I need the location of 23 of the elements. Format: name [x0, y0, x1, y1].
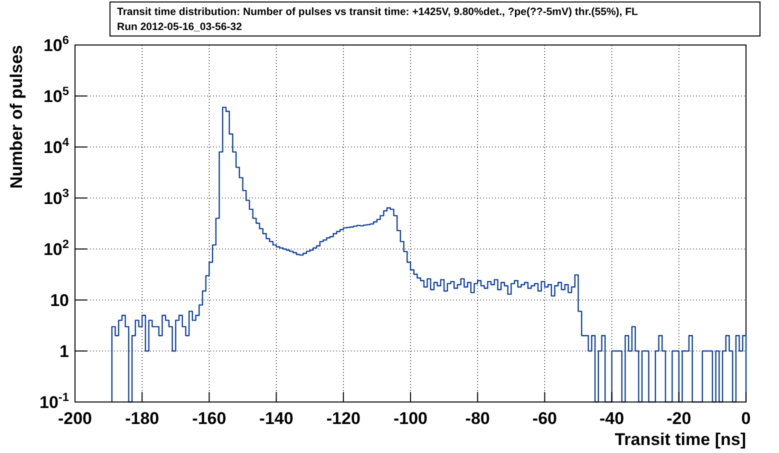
x-tick-label: -20 — [666, 409, 692, 428]
x-tick-label: -160 — [192, 409, 226, 428]
y-tick-label: 10$^{6}$ — [43, 33, 70, 55]
x-axis-title: Transit time [ns] — [614, 430, 746, 449]
y-tick-label: 10$^{-1}$ — [40, 390, 70, 412]
x-tick-label: -140 — [259, 409, 294, 428]
x-tick-label: 0 — [741, 409, 751, 428]
y-tick-label: 10 — [50, 291, 69, 310]
y-tick-label: 10$^{2}$ — [43, 237, 70, 259]
x-tick-label: -120 — [326, 409, 360, 428]
y-axis-title: Number of pulses — [7, 45, 26, 189]
chart-subtitle: Run 2012-05-16_03-56-32 — [117, 21, 242, 33]
x-tick-label: -80 — [465, 409, 490, 428]
x-tick-label: -180 — [125, 409, 160, 428]
x-tick-label: -60 — [532, 409, 557, 428]
chart-title: Transit time distribution: Number of pulses vs transit time: +1425V, 9.80%det., ?pe(??-5mV) thr.(55%), FL — [117, 6, 639, 18]
y-tick-label: 10$^{3}$ — [43, 186, 70, 208]
y-tick-label: 10$^{5}$ — [43, 84, 70, 106]
x-tick-label: -40 — [600, 409, 624, 428]
x-tick-label: -100 — [393, 409, 428, 428]
y-tick-label: 1 — [60, 342, 69, 361]
y-tick-label: 10$^{4}$ — [43, 135, 70, 157]
x-tick-label: -200 — [58, 409, 92, 428]
